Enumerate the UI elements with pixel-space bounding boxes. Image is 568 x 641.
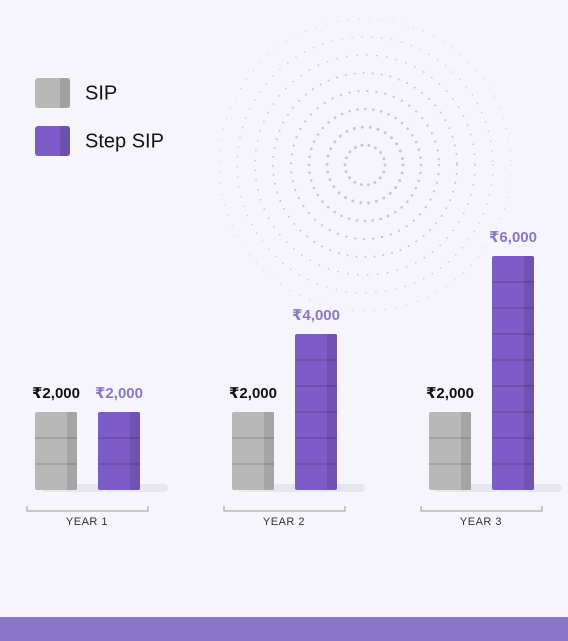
bar-side-shade	[130, 412, 140, 490]
legend-swatch-shade	[60, 78, 70, 108]
legend: SIP Step SIP	[35, 78, 164, 156]
bar-side-shade	[67, 412, 77, 490]
bar-side-shade	[327, 334, 337, 490]
value-label: ₹6,000	[489, 229, 537, 246]
legend-swatch-shade	[60, 126, 70, 156]
dot-decoration	[218, 18, 512, 312]
bar	[98, 412, 140, 490]
footer-band	[0, 617, 568, 641]
x-tick-label: YEAR 1	[66, 516, 108, 528]
bar-side-shade	[264, 412, 274, 490]
bar	[429, 412, 471, 490]
value-label: ₹2,000	[426, 385, 474, 402]
legend-label: SIP	[85, 82, 117, 104]
value-label: ₹4,000	[292, 307, 340, 324]
bar	[295, 334, 337, 490]
legend-swatch	[35, 78, 70, 108]
value-label: ₹2,000	[229, 385, 277, 402]
legend-swatch	[35, 126, 70, 156]
x-tick-label: YEAR 2	[263, 516, 305, 528]
bar	[492, 256, 534, 490]
bar-side-shade	[524, 256, 534, 490]
bar	[232, 412, 274, 490]
plot: YEAR 1 ₹2,000 ₹2,000 YEAR 2 ₹2,000 ₹4,000 YEAR…	[26, 229, 562, 528]
axis-bracket	[223, 506, 346, 512]
bar-side-shade	[461, 412, 471, 490]
axis-bracket	[26, 506, 149, 512]
value-label: ₹2,000	[95, 385, 143, 402]
x-tick-label: YEAR 3	[460, 516, 502, 528]
legend-label: Step SIP	[85, 130, 164, 152]
bar	[35, 412, 77, 490]
value-label: ₹2,000	[32, 385, 80, 402]
axis-bracket	[420, 506, 543, 512]
